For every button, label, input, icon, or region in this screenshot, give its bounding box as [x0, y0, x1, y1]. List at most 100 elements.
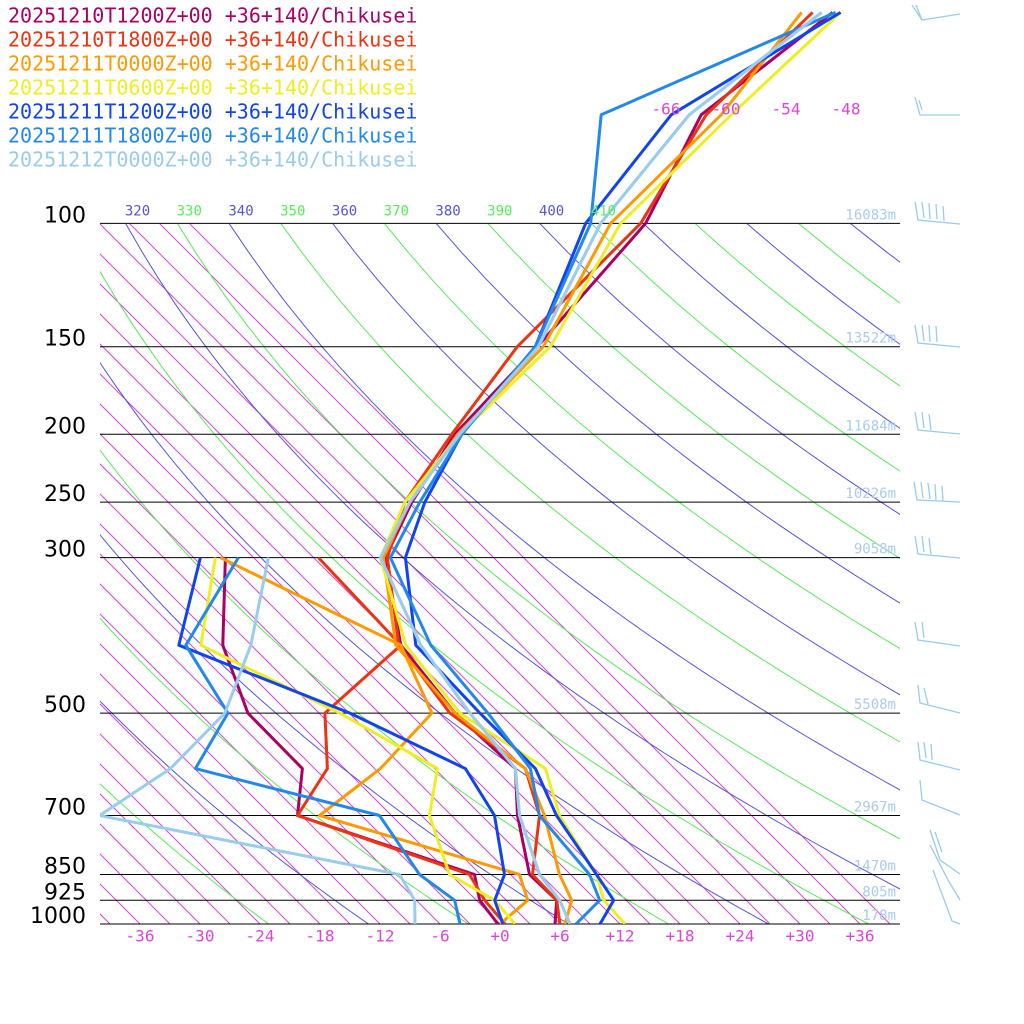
dry-adiabat: [862, 191, 1024, 939]
legend-entry: 20251210T1800Z+00 +36+140/Chikusei: [8, 28, 417, 52]
isotherm: [100, 100, 501, 924]
isentrope-label: 360: [332, 203, 357, 219]
profiles: [100, 11, 842, 924]
height-label: 178m: [862, 908, 896, 924]
dry-adiabat: [798, 224, 900, 304]
wind-barb: [917, 684, 961, 714]
dry-adiabat: [850, 224, 900, 263]
labels: 100 16083m 150 13522m 200 11684m 250 10226m 300 9…: [8, 4, 896, 946]
dry-adiabat: [332, 224, 900, 696]
height-label: 13522m: [845, 331, 896, 347]
dewpoint-line: [199, 557, 517, 924]
wind-barb: [914, 535, 961, 559]
wind-barb: [911, 4, 961, 21]
x-tick-label: -6: [430, 927, 449, 946]
wind-barb: [914, 96, 960, 116]
wind-barb: [929, 829, 961, 925]
legend-entry: 20251211T1200Z+00 +36+140/Chikusei: [8, 100, 417, 124]
dewpoint-line: [177, 557, 506, 924]
height-label: 805m: [862, 884, 896, 900]
x-tick-label: -30: [186, 927, 215, 946]
dry-adiabat: [436, 224, 900, 604]
isotherm: [100, 100, 411, 924]
dry-adiabat: [694, 224, 900, 387]
temperature-line: [378, 11, 823, 924]
wind-barb: [914, 621, 961, 647]
dry-adiabat: [100, 617, 470, 924]
y-tick-label: 925: [44, 880, 86, 905]
isotherm: [100, 100, 741, 924]
isotherm-label: -66: [652, 100, 681, 119]
x-tick-label: +36: [846, 927, 875, 946]
isentrope-label: 390: [487, 203, 512, 219]
isentrope-label: 350: [280, 203, 305, 219]
dry-adiabat: [280, 224, 900, 743]
dewpoint-line: [100, 557, 417, 924]
wind-barb: [914, 201, 961, 225]
wind-barbs: [911, 4, 961, 925]
legend-entry: 20251211T0600Z+00 +36+140/Chikusei: [8, 76, 417, 100]
isotherm: [100, 100, 861, 924]
height-label: 9058m: [854, 542, 896, 558]
y-tick-label: 100: [44, 203, 86, 228]
isentrope-label: 340: [228, 203, 253, 219]
height-label: 16083m: [845, 207, 896, 223]
x-tick-label: -18: [306, 927, 335, 946]
wind-barb: [914, 411, 961, 435]
isotherm-label: -54: [772, 100, 801, 119]
y-tick-label: 250: [44, 482, 86, 507]
x-tick-label: +12: [606, 927, 635, 946]
isentrope-label: 400: [539, 203, 564, 219]
wind-barb: [913, 481, 961, 503]
dewpoint-line: [184, 556, 462, 924]
isotherm: [100, 100, 801, 924]
isotherm: [100, 100, 441, 924]
isotherm: [100, 100, 291, 924]
dry-adiabat: [100, 270, 870, 924]
y-tick-label: 150: [44, 327, 86, 352]
y-tick-label: 700: [44, 795, 86, 820]
y-tick-label: 500: [44, 693, 86, 718]
dry-adiabat: [487, 224, 900, 559]
y-tick-label: 200: [44, 414, 86, 439]
legend-entry: 20251211T0000Z+00 +36+140/Chikusei: [8, 52, 417, 76]
x-tick-label: -36: [126, 927, 155, 946]
dry-adiabat: [746, 224, 900, 345]
legend-entry: 20251211T1800Z+00 +36+140/Chikusei: [8, 124, 417, 148]
x-tick-label: +18: [666, 927, 695, 946]
temperature-line: [388, 11, 837, 924]
x-tick-label: +0: [490, 927, 509, 946]
x-tick-label: -24: [246, 927, 275, 946]
isentrope-label: 330: [177, 203, 202, 219]
dry-adiabat: [100, 700, 370, 924]
height-label: 5508m: [854, 697, 896, 713]
legend-entry: 20251210T1200Z+00 +36+140/Chikusei: [8, 4, 417, 28]
isotherm: [100, 100, 771, 924]
isotherm-label: -60: [712, 100, 741, 119]
isotherm: [100, 100, 651, 924]
y-tick-label: 300: [44, 538, 86, 563]
x-tick-label: +6: [550, 927, 569, 946]
temperature-line: [385, 11, 814, 924]
dry-adiabat: [384, 224, 900, 650]
height-label: 2967m: [854, 799, 896, 815]
y-tick-label: 850: [44, 855, 86, 880]
dry-adiabat: [100, 449, 670, 924]
isentrope-label: 410: [591, 203, 616, 219]
isotherm: [100, 100, 531, 924]
x-tick-label: +30: [786, 927, 815, 946]
y-tick-label: 1000: [30, 904, 86, 929]
height-label: 1470m: [854, 859, 896, 875]
isotherm: [100, 100, 711, 924]
dry-adiabat: [912, 191, 1024, 939]
temperature-line: [403, 11, 842, 924]
isotherm: [100, 100, 561, 924]
x-tick-label: -12: [366, 927, 395, 946]
legend-entry: 20251212T0000Z+00 +36+140/Chikusei: [8, 148, 417, 172]
wind-barb: [914, 324, 961, 348]
dry-adiabat: [100, 783, 270, 924]
wind-barb: [917, 741, 961, 771]
isotherm: [100, 100, 381, 924]
x-tick-label: +24: [726, 927, 755, 946]
